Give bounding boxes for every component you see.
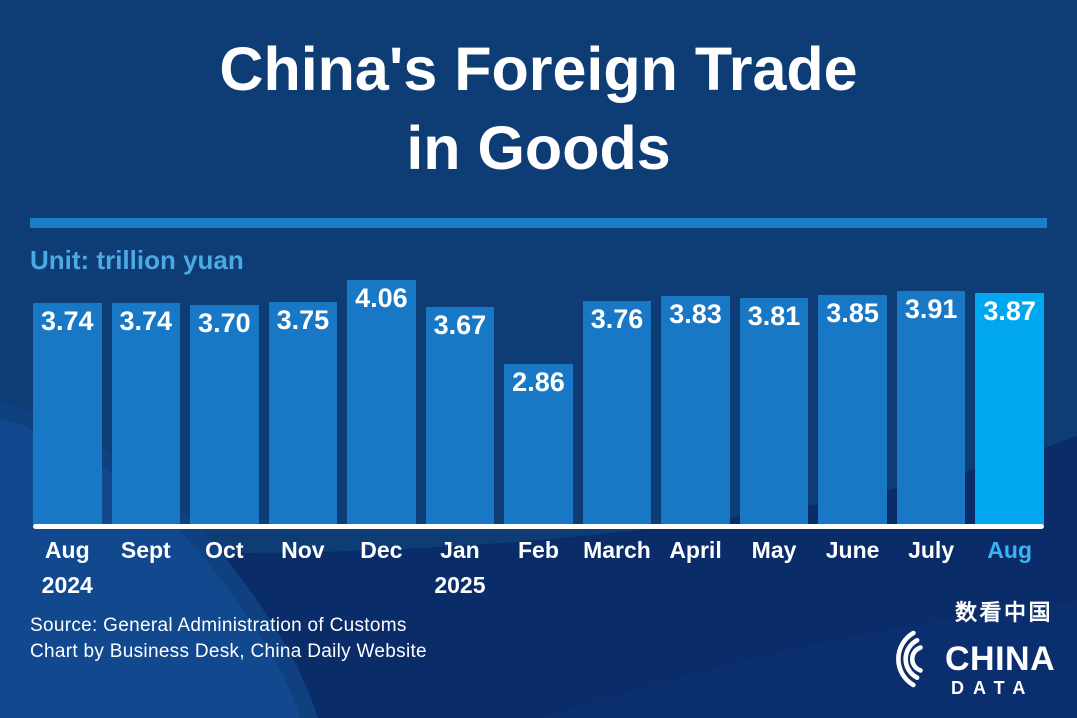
bar-nov: 3.75 [268,301,338,525]
bar-dec: 4.06 [347,280,416,525]
unit-label: Unit: trillion yuan [30,245,244,275]
bar-value-label: 3.75 [276,304,330,335]
bar-may: 3.81 [739,297,809,525]
x-axis-label-may: May [751,537,797,563]
bar-value-label: 3.76 [590,304,644,335]
bar-oct: 3.70 [190,305,259,525]
logo-data-text: DATA [951,678,1034,698]
bar-value-label: 3.74 [119,305,173,336]
source-line2: Chart by Business Desk, China Daily Webs… [30,641,427,662]
title-line2: in Goods [406,114,671,183]
x-axis-label-april: April [669,537,722,563]
china-data-logo: 数看中国 CHINA DATA [896,600,1055,698]
logo-china-text: CHINA [945,640,1055,678]
x-axis-label-aug: Aug 2024 [33,537,102,599]
bar-value-label: 3.81 [747,300,801,331]
page-title: China's Foreign Trade in Goods [0,0,1077,189]
bottom-right-wave [540,602,1077,718]
x-axis-label-aug: Aug [987,537,1032,563]
bar-march: 3.76 [582,301,652,525]
logo-chinese-text: 数看中国 [955,600,1053,625]
bar-value-label: 3.83 [669,299,722,330]
x-axis-label-oct: Oct [205,537,244,563]
x-axis-year-label: 2024 [41,572,93,598]
title-line1: China's Foreign Trade [219,35,858,103]
x-axis-label-dec: Dec [360,537,403,563]
bar-value-label: 2.86 [512,366,565,397]
bar-value-label: 4.06 [355,283,408,314]
bar-value-label: 3.74 [40,305,94,336]
x-axis-label-june: June [825,537,880,563]
bar-value-label: 3.70 [198,308,251,339]
bar-aug-2024: 3.74 [33,302,102,525]
bar-value-label: 3.85 [826,297,879,328]
bar-april: 3.83 [661,296,730,525]
x-axis-label-feb: Feb [518,537,559,563]
bar-jan-2025: 3.67 [425,307,495,525]
bar-value-label: 3.87 [983,296,1036,327]
x-axis-labels: Aug 2024 Sept Oct Nov Dec Jan 2025 Feb March April… [33,537,1044,599]
title-divider [30,218,1047,228]
x-axis-label-jan: Jan 2025 [426,537,495,599]
source-line1: Source: General Administration of Custom… [30,615,407,636]
bar-value-label: 3.67 [433,310,487,341]
x-axis-year-label: 2025 [434,572,486,598]
bar-value-label: 3.91 [904,293,958,324]
x-axis-label-march: March [583,537,651,563]
bar-sept: 3.74 [111,302,181,525]
bar-chart: 3.74 3.74 3.70 3.75 4.06 3.67 2.86 3.76 3.83 3.81… [33,0,1044,529]
logo-arcs-icon [896,630,923,688]
x-axis-label-july: July [908,537,955,563]
bar-june: 3.85 [818,294,887,525]
x-axis-label-nov: Nov [281,537,325,563]
bar-aug: 3.87 [975,293,1044,525]
bars-row: 3.74 3.74 3.70 3.75 4.06 3.67 2.86 3.76 3.83 3.81… [33,280,1044,525]
bar-july: 3.91 [896,290,966,525]
x-axis-label-sept: Sept [120,537,171,563]
source-credit: Source: General Administration of Custom… [30,613,427,665]
x-axis-line [33,524,1044,529]
bar-feb: 2.86 [504,363,573,525]
